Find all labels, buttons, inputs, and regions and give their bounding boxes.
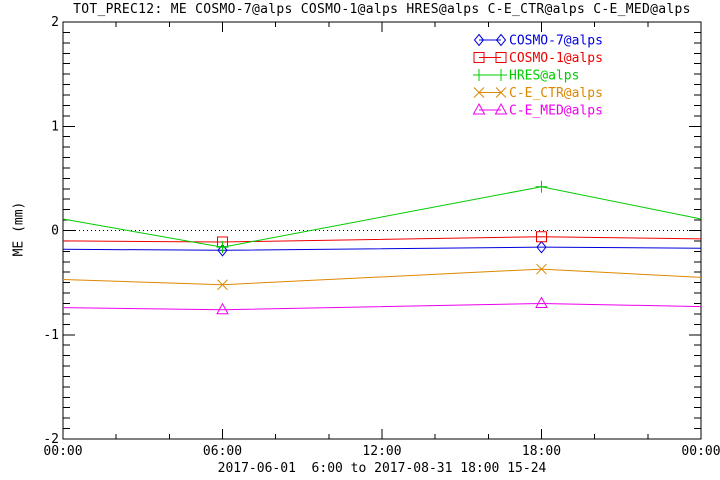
legend-label: C-E_CTR@alps (509, 86, 603, 101)
chart-title: TOT_PREC12: ME COSMO-7@alps COSMO-1@alps… (73, 2, 691, 17)
legend-label: COSMO-1@alps (509, 51, 603, 66)
legend-label: C-E_MED@alps (509, 104, 603, 119)
legend-item-COSMO-1@alps: COSMO-1@alps (473, 51, 603, 66)
y-tick-label: -2 (43, 432, 59, 447)
diamond-marker (217, 244, 228, 257)
y-tick-label: 1 (51, 119, 59, 134)
legend-item-C-E_MED@alps: C-E_MED@alps (472, 102, 603, 119)
legend-item-COSMO-7@alps: COSMO-7@alps (473, 33, 603, 49)
x-tick-label: 18:00 (522, 444, 561, 459)
square-marker (495, 52, 507, 63)
x-marker (536, 263, 547, 275)
axes (62, 21, 702, 440)
square-marker (473, 52, 485, 63)
legend-label: HRES@alps (509, 69, 579, 84)
triangle-marker (216, 302, 229, 315)
triangle-marker (535, 296, 548, 308)
legend: COSMO-7@alps COSMO-1@alps HRES@alps C-E_CTR… (472, 33, 603, 119)
diamond-marker (495, 33, 507, 47)
diamond-marker (473, 33, 485, 47)
x-tick-label: 00:00 (43, 444, 82, 459)
x-tick-label: 12:00 (362, 444, 401, 459)
triangle-marker (494, 102, 508, 115)
legend-label: COSMO-7@alps (509, 34, 603, 49)
plot-frame (62, 21, 702, 440)
x-tick-label: 00:00 (681, 444, 720, 459)
triangle-marker (472, 102, 486, 115)
legend-item-C-E_CTR@alps: C-E_CTR@alps (473, 86, 603, 101)
diamond-marker (536, 240, 547, 254)
y-tick-label: 0 (51, 224, 59, 239)
series-line-HRES@alps (62, 186, 702, 248)
y-tick-label: 2 (51, 15, 59, 30)
footer-caption: 2017-06-01 6:00 to 2017-08-31 18:00 15-2… (217, 461, 547, 476)
x-marker (495, 87, 507, 98)
square-marker (536, 231, 547, 243)
y-tick-label: -1 (43, 328, 59, 343)
legend-item-HRES@alps: HRES@alps (473, 69, 579, 84)
series-line-COSMO-7@alps (62, 246, 702, 251)
x-marker (473, 87, 485, 98)
series-line-C-E_CTR@alps (62, 268, 702, 286)
x-marker (217, 279, 228, 291)
series-line-COSMO-1@alps (62, 236, 702, 243)
series-group (62, 180, 702, 315)
x-tick-label: 06:00 (203, 444, 242, 459)
series-line-C-E_MED@alps (62, 302, 702, 311)
